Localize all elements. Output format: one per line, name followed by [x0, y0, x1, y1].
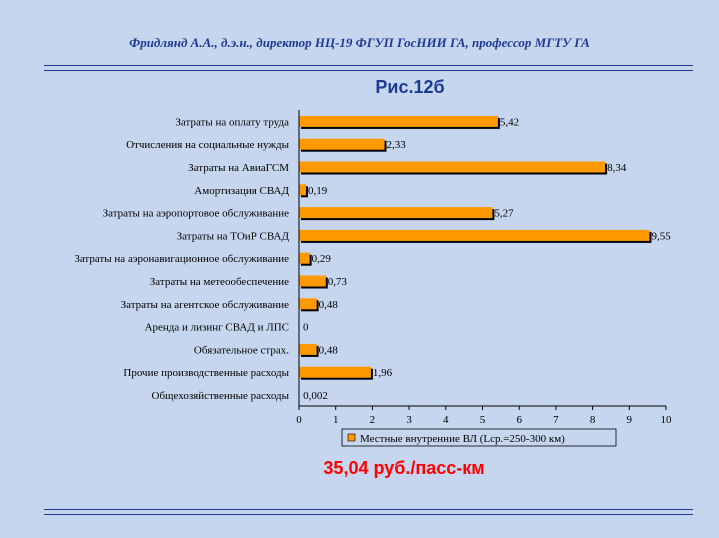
bar: [299, 184, 306, 196]
legend-box: [341, 428, 617, 447]
value-label: 0,48: [319, 344, 339, 356]
bar: [299, 298, 317, 310]
category-label: Затраты на аэронавигационное обслуживани…: [74, 253, 289, 265]
value-label: 0,002: [303, 390, 328, 402]
category-label: Общехозяйственные расходы: [152, 390, 290, 402]
bar: [299, 207, 493, 219]
category-labels: Затраты на оплату труда Отчисления на соц…: [74, 116, 289, 402]
x-tick-label: 7: [553, 414, 559, 426]
bar: [299, 252, 310, 264]
bar: [299, 161, 606, 173]
value-label: 2,33: [387, 139, 407, 151]
header-rule-top: [44, 65, 693, 66]
legend: Местные внутренние ВЛ (Lср.=250-300 км): [341, 428, 617, 447]
value-label: 5,42: [500, 116, 519, 128]
header-author: Фридлянд А.А., д.э.н., директор НЦ-19 ФГ…: [129, 35, 590, 50]
x-tick-label: 6: [516, 414, 522, 426]
value-label: 0,29: [312, 253, 332, 265]
category-label: Затраты на аэропортовое обслуживание: [103, 208, 290, 220]
x-tick-label: 3: [406, 414, 412, 426]
figure-title: Рис.12б: [375, 77, 445, 97]
bar: [299, 138, 385, 150]
footer-rule-bottom: [44, 514, 693, 515]
x-axis: 0 1 2 3 4 5 6 7 8 9 10: [296, 110, 672, 426]
header-rule-bottom: [44, 70, 693, 71]
category-label: Затраты на оплату труда: [175, 116, 289, 128]
x-tick-label: 0: [296, 414, 302, 426]
x-tick-label: 2: [370, 414, 376, 426]
category-label: Обязательное страх.: [194, 344, 289, 356]
category-label: Затраты на метеообеспечение: [150, 276, 289, 288]
value-label: 0,48: [319, 299, 339, 311]
legend-label: Местные внутренние ВЛ (Lср.=250-300 км): [360, 433, 565, 445]
value-label: 0,19: [308, 185, 328, 197]
value-label: 0: [303, 322, 309, 334]
x-tick-label: 4: [443, 414, 449, 426]
legend-swatch: [347, 433, 356, 442]
footer-rule-top: [44, 509, 693, 510]
bar: [299, 275, 326, 287]
category-label: Затраты на агентское обслуживание: [121, 299, 290, 311]
total-cost: 35,04 руб./пасс-км: [323, 458, 485, 478]
value-label: 9,55: [651, 230, 671, 242]
value-label: 5,27: [494, 208, 514, 220]
bar: [299, 115, 498, 127]
value-label: 1,96: [373, 367, 393, 379]
x-tick-label: 10: [661, 414, 673, 426]
category-label: Прочие производственные расходы: [123, 367, 289, 379]
bars: [299, 115, 652, 380]
value-label: 0,73: [328, 276, 348, 288]
bar: [299, 366, 371, 378]
category-label: Аренда и лизинг СВАД и ЛПС: [145, 322, 289, 334]
x-tick-label: 9: [627, 414, 633, 426]
category-label: Затраты на ТОиР СВАД: [177, 230, 290, 242]
x-tick-label: 1: [333, 414, 339, 426]
x-tick-label: 8: [590, 414, 596, 426]
category-label: Амортизация СВАД: [194, 185, 289, 197]
x-tick-label: 5: [480, 414, 486, 426]
bar: [299, 229, 650, 241]
category-label: Затраты на АвиаГСМ: [188, 162, 289, 174]
value-labels: 5,42 2,33 8,34 0,19 5,27 9,55 0,29 0,73 0,48 0 0,4…: [303, 116, 671, 402]
bar: [299, 343, 317, 355]
category-label: Отчисления на социальные нужды: [126, 139, 290, 151]
value-label: 8,34: [607, 162, 627, 174]
